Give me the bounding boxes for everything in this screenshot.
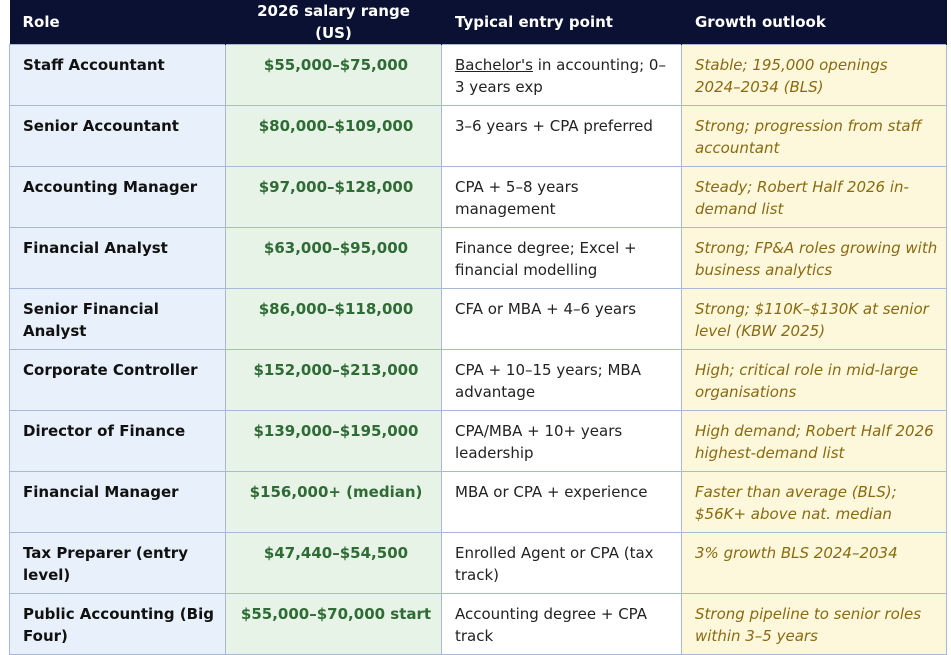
entry-cell: Finance degree; Excel + financial modell… (441, 227, 682, 289)
table-row: Tax Preparer (entry level) $47,440–$54,5… (9, 532, 947, 594)
entry-cell: 3–6 years + CPA preferred (441, 105, 682, 167)
salary-cell: $80,000–$109,000 (225, 105, 442, 167)
table-row: Director of Finance $139,000–$195,000 CP… (9, 410, 947, 472)
header-row: Role 2026 salary range (US) Typical entr… (9, 0, 947, 45)
header-salary: 2026 salary range (US) (225, 0, 442, 45)
header-entry: Typical entry point (441, 0, 682, 45)
entry-cell: Enrolled Agent or CPA (tax track) (441, 532, 682, 594)
salary-cell: $55,000–$70,000 start (225, 593, 442, 655)
growth-cell: 3% growth BLS 2024–2034 (681, 532, 947, 594)
growth-cell: Stable; 195,000 openings 2024–2034 (BLS) (681, 44, 947, 106)
growth-cell: Strong pipeline to senior roles within 3… (681, 593, 947, 655)
table-body: Staff Accountant $55,000–$75,000 Bachelo… (9, 44, 947, 655)
salary-cell: $47,440–$54,500 (225, 532, 442, 594)
role-cell: Tax Preparer (entry level) (9, 532, 226, 594)
growth-cell: Strong; FP&A roles growing with business… (681, 227, 947, 289)
table-header: Role 2026 salary range (US) Typical entr… (9, 0, 947, 45)
entry-cell: CFA or MBA + 4–6 years (441, 288, 682, 350)
role-cell: Senior Financial Analyst (9, 288, 226, 350)
entry-cell: Accounting degree + CPA track (441, 593, 682, 655)
salary-cell: $86,000–$118,000 (225, 288, 442, 350)
growth-cell: Strong; $110K–$130K at senior level (KBW… (681, 288, 947, 350)
entry-cell: CPA + 5–8 years management (441, 166, 682, 228)
table-row: Senior Financial Analyst $86,000–$118,00… (9, 288, 947, 350)
table-row: Corporate Controller $152,000–$213,000 C… (9, 349, 947, 411)
table-row: Public Accounting (Big Four) $55,000–$70… (9, 593, 947, 655)
entry-cell: MBA or CPA + experience (441, 471, 682, 533)
entry-cell: CPA/MBA + 10+ years leadership (441, 410, 682, 472)
entry-text: in accounting; 0–3 years exp (455, 56, 666, 96)
salary-cell: $152,000–$213,000 (225, 349, 442, 411)
table-row: Accounting Manager $97,000–$128,000 CPA … (9, 166, 947, 228)
role-cell: Financial Analyst (9, 227, 226, 289)
header-role: Role (9, 0, 226, 45)
role-cell: Financial Manager (9, 471, 226, 533)
salary-table: Role 2026 salary range (US) Typical entr… (9, 0, 947, 655)
table-row: Financial Manager $156,000+ (median) MBA… (9, 471, 947, 533)
role-cell: Director of Finance (9, 410, 226, 472)
entry-underlined-text: Bachelor's (455, 56, 533, 74)
growth-cell: Steady; Robert Half 2026 in-demand list (681, 166, 947, 228)
growth-cell: High; critical role in mid-large organis… (681, 349, 947, 411)
role-cell: Public Accounting (Big Four) (9, 593, 226, 655)
salary-cell: $55,000–$75,000 (225, 44, 442, 106)
growth-cell: Faster than average (BLS); $56K+ above n… (681, 471, 947, 533)
role-cell: Accounting Manager (9, 166, 226, 228)
role-cell: Senior Accountant (9, 105, 226, 167)
growth-cell: High demand; Robert Half 2026 highest-de… (681, 410, 947, 472)
salary-cell: $97,000–$128,000 (225, 166, 442, 228)
role-cell: Staff Accountant (9, 44, 226, 106)
growth-cell: Strong; progression from staff accountan… (681, 105, 947, 167)
salary-cell: $156,000+ (median) (225, 471, 442, 533)
salary-cell: $139,000–$195,000 (225, 410, 442, 472)
header-growth: Growth outlook (681, 0, 947, 45)
role-cell: Corporate Controller (9, 349, 226, 411)
entry-cell: CPA + 10–15 years; MBA advantage (441, 349, 682, 411)
table-row: Staff Accountant $55,000–$75,000 Bachelo… (9, 44, 947, 106)
salary-cell: $63,000–$95,000 (225, 227, 442, 289)
entry-cell: Bachelor's in accounting; 0–3 years exp (441, 44, 682, 106)
table-row: Senior Accountant $80,000–$109,000 3–6 y… (9, 105, 947, 167)
table-row: Financial Analyst $63,000–$95,000 Financ… (9, 227, 947, 289)
